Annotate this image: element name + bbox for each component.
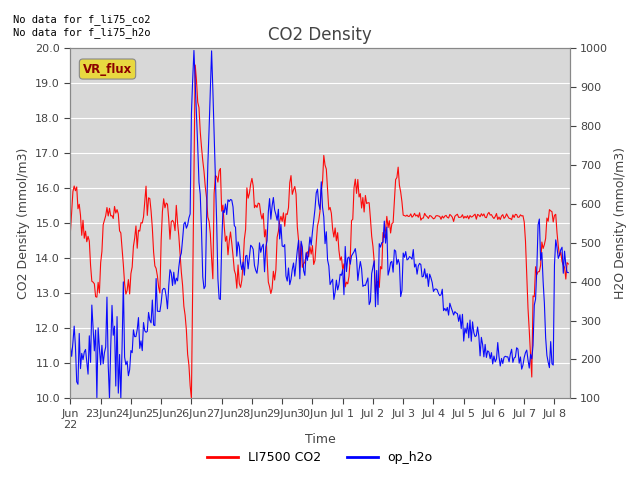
Legend: LI7500 CO2, op_h2o: LI7500 CO2, op_h2o	[202, 446, 438, 469]
Text: No data for f_li75_co2
No data for f_li75_h2o: No data for f_li75_co2 No data for f_li7…	[13, 14, 150, 38]
Y-axis label: H2O Density (mmol/m3): H2O Density (mmol/m3)	[614, 147, 627, 299]
Title: CO2 Density: CO2 Density	[268, 25, 372, 44]
Y-axis label: CO2 Density (mmol/m3): CO2 Density (mmol/m3)	[17, 147, 29, 299]
X-axis label: Time: Time	[305, 433, 335, 446]
Text: VR_flux: VR_flux	[83, 62, 132, 75]
